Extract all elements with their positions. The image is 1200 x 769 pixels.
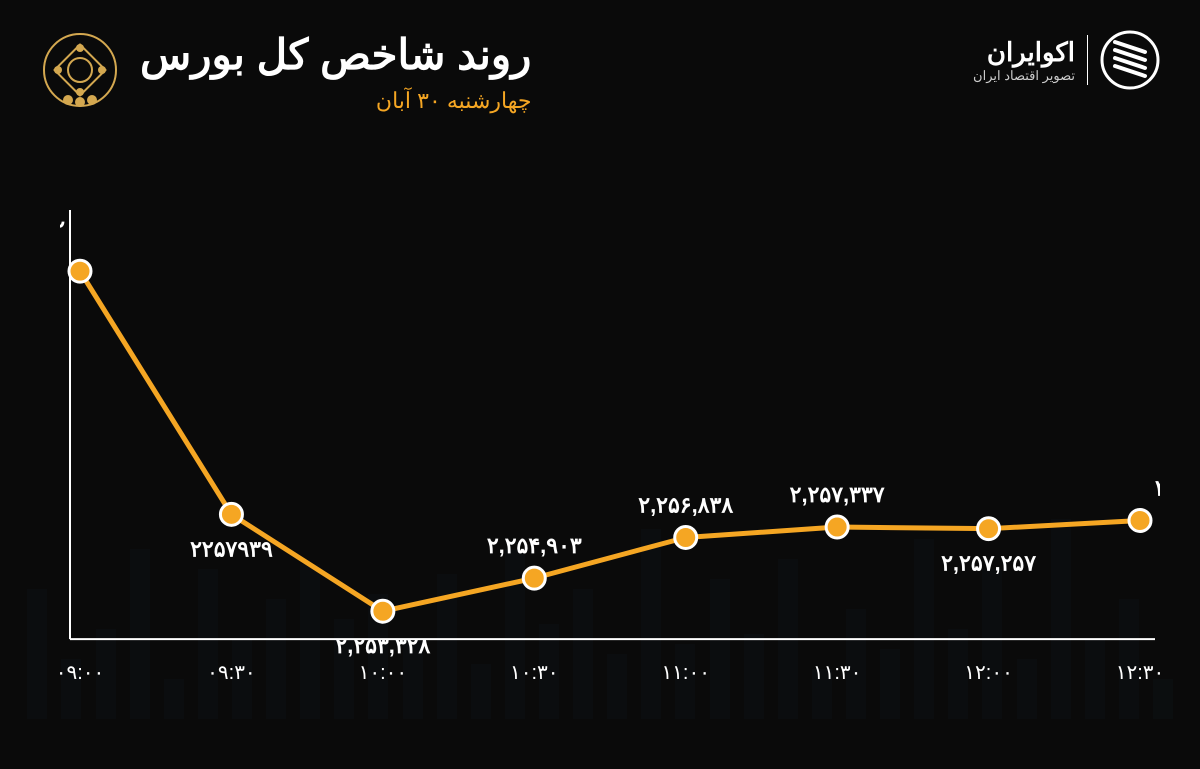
svg-text:۲,۲۵۷,۳۳۷: ۲,۲۵۷,۳۳۷ — [790, 482, 885, 507]
svg-text:۲,۲۵۳,۳۲۸: ۲,۲۵۳,۳۲۸ — [335, 633, 430, 658]
svg-text:۱۰:۳۰: ۱۰:۳۰ — [510, 662, 559, 684]
brand-logo-icon — [1100, 30, 1160, 90]
svg-text:۲,۲۶۹,۵۱۲: ۲,۲۶۹,۵۱۲ — [60, 216, 65, 241]
svg-text:۱۱:۳۰: ۱۱:۳۰ — [813, 662, 862, 684]
page-subtitle: چهارشنبه ۳۰ آبان — [140, 88, 531, 114]
svg-text:۲,۲۵۷,۶۴۷: ۲,۲۵۷,۶۴۷ — [1155, 476, 1160, 501]
svg-text:۱۲:۰۰: ۱۲:۰۰ — [964, 662, 1013, 684]
brand-name: اکوایران — [973, 37, 1075, 68]
emblem-icon — [40, 30, 120, 110]
svg-text:۱۰:۰۰: ۱۰:۰۰ — [359, 662, 408, 684]
svg-text:۲۲۵۷۹۳۹: ۲۲۵۷۹۳۹ — [190, 536, 273, 561]
svg-text:۰۹:۰۰: ۰۹:۰۰ — [60, 662, 104, 684]
svg-text:۱۲:۳۰: ۱۲:۳۰ — [1116, 662, 1160, 684]
svg-text:۲,۲۵۴,۹۰۳: ۲,۲۵۴,۹۰۳ — [487, 533, 582, 558]
brand-block: اکوایران تصویر اقتصاد ایران — [973, 30, 1160, 90]
brand-divider — [1087, 35, 1088, 85]
chart-area: ۲,۲۶۹,۵۱۲ ۰۹:۰۰ ۲۲۵۷۹۳۹ ۰۹:۳۰ ۲,۲۵۳,۳۲۸ ۱۰:۰۰… — [60, 200, 1160, 709]
page-title: روند شاخص کل بورس — [140, 30, 531, 80]
svg-text:۲,۲۵۷,۲۵۷: ۲,۲۵۷,۲۵۷ — [941, 551, 1036, 576]
svg-text:۲,۲۵۶,۸۳۸: ۲,۲۵۶,۸۳۸ — [638, 493, 733, 518]
line-chart: ۲,۲۶۹,۵۱۲ ۰۹:۰۰ ۲۲۵۷۹۳۹ ۰۹:۳۰ ۲,۲۵۳,۳۲۸ ۱۰:۰۰… — [60, 200, 1160, 709]
header: اکوایران تصویر اقتصاد ایران روند شاخص کل… — [40, 30, 1160, 114]
title-block: روند شاخص کل بورس چهارشنبه ۳۰ آبان — [40, 30, 531, 114]
brand-tagline: تصویر اقتصاد ایران — [973, 68, 1075, 84]
svg-text:۱۱:۰۰: ۱۱:۰۰ — [661, 662, 710, 684]
svg-text:۰۹:۳۰: ۰۹:۳۰ — [207, 662, 256, 684]
